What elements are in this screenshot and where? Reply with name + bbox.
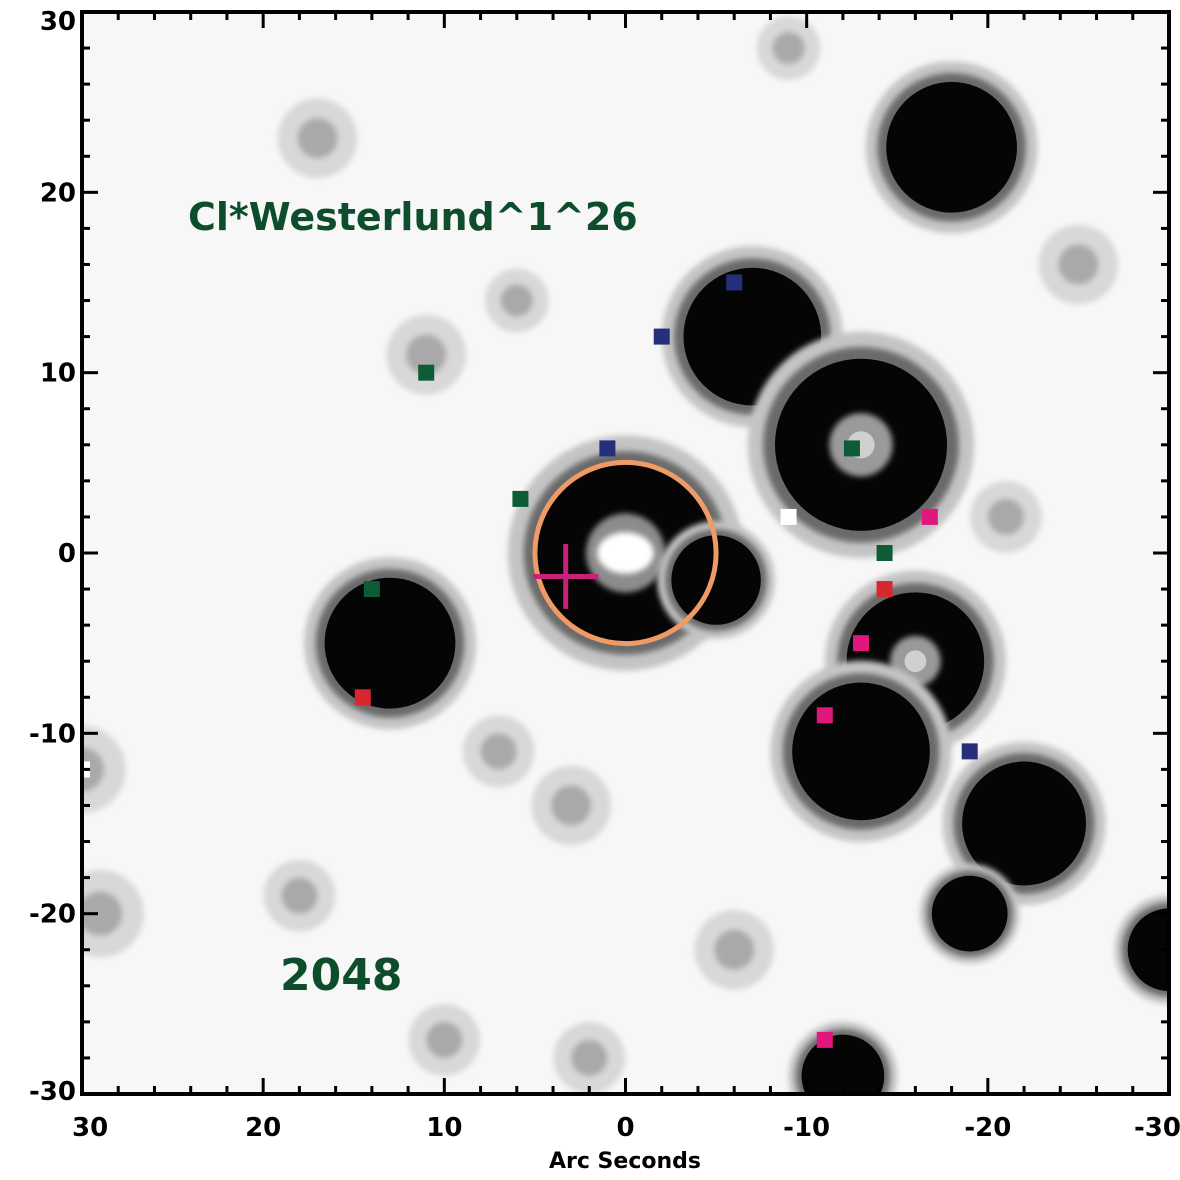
object-label: Cl*Westerlund^1^26 [188, 195, 638, 239]
star-source [408, 1004, 481, 1076]
star-source [919, 863, 1020, 964]
y-tick-label: 20 [40, 178, 76, 208]
axis-ticks: 30 20 10 0 -10 -20 -30 30 20 10 0 -10 -20 -30 [29, 7, 1180, 1143]
pixel-marker [876, 581, 893, 598]
star-source [694, 909, 775, 990]
star-source [788, 1021, 898, 1094]
pixel-marker [512, 490, 529, 507]
wavelength-label: 2048 [280, 950, 402, 1001]
position-cross [533, 543, 599, 609]
pixel-marker [853, 635, 870, 652]
x-tick-label: -20 [964, 1113, 1011, 1143]
star-source [277, 98, 358, 179]
x-tick-label: 10 [426, 1113, 462, 1143]
y-tick-label: 10 [40, 359, 76, 389]
star-source [82, 869, 144, 958]
star-source [82, 725, 126, 814]
y-tick-label: -20 [29, 900, 76, 930]
pixel-marker [726, 274, 743, 291]
x-axis-title: Arc Seconds [549, 1149, 701, 1174]
pixel-marker [816, 1031, 833, 1048]
pixel-marker [876, 545, 893, 561]
star-source [553, 1022, 626, 1094]
star-source [263, 859, 336, 932]
x-tick-label: 30 [72, 1113, 108, 1143]
pixel-marker [418, 364, 435, 381]
y-tick-label: 30 [40, 7, 76, 37]
pixel-marker [653, 328, 670, 345]
x-tick-label: 0 [616, 1113, 634, 1143]
star-source [462, 715, 535, 788]
x-tick-label: -30 [1134, 1113, 1180, 1143]
star-source [386, 314, 467, 395]
pixel-marker [354, 689, 371, 706]
x-tick-label: -10 [783, 1113, 830, 1143]
star-source [770, 660, 952, 842]
star-source [484, 268, 549, 333]
pixel-marker [363, 581, 380, 598]
star-source [756, 16, 821, 80]
star-source [865, 61, 1038, 234]
star-source [1114, 895, 1169, 1005]
star-source [747, 331, 975, 559]
star-source [303, 557, 477, 730]
pixel-marker [843, 440, 860, 457]
star-source [942, 741, 1106, 906]
star-source [1038, 224, 1119, 305]
aperture-circle [532, 459, 719, 647]
x-tick-label: 20 [245, 1113, 281, 1143]
pixel-marker [780, 508, 797, 525]
y-tick-label: -30 [29, 1077, 76, 1107]
pixel-marker [961, 743, 978, 760]
pixel-marker [921, 508, 938, 525]
sky-image [82, 16, 1169, 1094]
y-tick-label: -10 [29, 719, 76, 749]
pixel-marker [816, 707, 833, 724]
star-source [970, 481, 1042, 553]
pixel-marker [599, 440, 616, 457]
y-tick-label: 0 [58, 539, 76, 569]
star-source [657, 521, 775, 639]
star-source [531, 765, 612, 846]
